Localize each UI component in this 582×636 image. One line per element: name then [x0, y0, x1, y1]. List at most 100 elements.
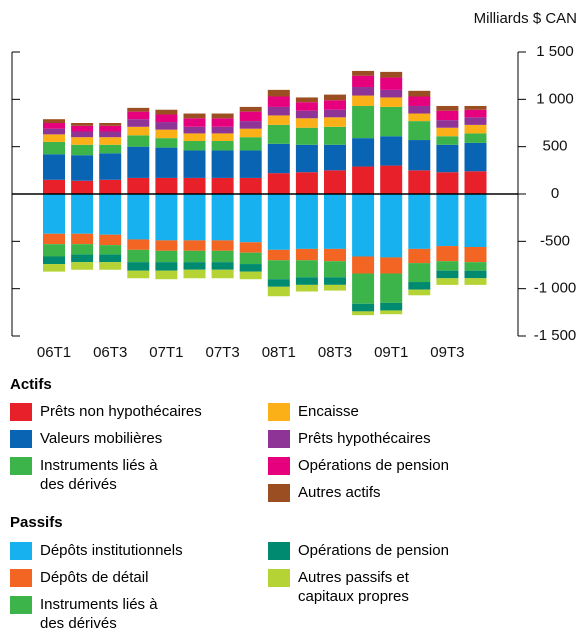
bar-segment	[211, 240, 234, 251]
bar-segment	[464, 194, 487, 248]
bar-segment	[71, 254, 94, 263]
bar-segment	[239, 128, 262, 138]
bar-segment	[267, 96, 290, 107]
y-axis-label: Milliards $ CAN	[474, 10, 577, 27]
bar-segment	[155, 129, 178, 139]
bar-segment	[183, 133, 206, 141]
bar-segment	[408, 263, 431, 283]
bar-segment	[295, 194, 318, 249]
bar-segment	[324, 117, 346, 127]
bar-segment	[436, 120, 459, 128]
bar-segment	[464, 133, 487, 143]
bar-segment	[380, 310, 403, 315]
bar-segment	[183, 150, 206, 178]
bar-segment	[211, 150, 234, 178]
bar-segment	[352, 303, 375, 312]
bar-segment	[436, 246, 459, 262]
bar-segment	[324, 94, 346, 101]
bar-segment	[380, 257, 403, 274]
bar-segment	[324, 284, 346, 291]
bar-segment	[239, 137, 262, 151]
bar-segment	[436, 270, 459, 279]
bar-segment	[352, 70, 375, 76]
bar-segment	[127, 111, 150, 120]
bar-segment	[211, 140, 234, 151]
bar-segment	[380, 273, 403, 303]
bar-segment	[464, 262, 487, 271]
bar-segment	[295, 127, 318, 145]
bar-segment	[211, 262, 234, 270]
bar-segment	[183, 140, 206, 151]
bar-segment	[127, 262, 150, 271]
bar-segment	[71, 244, 94, 255]
bar-segment	[183, 240, 206, 251]
bar-segment	[267, 260, 290, 280]
bar-segment	[99, 179, 122, 194]
bar-segment	[99, 137, 122, 145]
bar-segment	[324, 126, 346, 145]
x-tick-label: 08T1	[262, 344, 296, 361]
bar-segment	[324, 144, 346, 171]
bar-segment	[155, 109, 178, 115]
chart: Milliards $ CAN 1 500 1 000 500 0 -500 -1 000…	[11, 10, 577, 361]
bar-segment	[324, 194, 346, 249]
bar-segment	[239, 106, 262, 112]
bar-segment	[127, 239, 150, 250]
bar-segment	[408, 194, 431, 249]
bar-segment	[295, 248, 318, 261]
bar-segment	[352, 87, 375, 96]
bar-segment	[127, 194, 150, 240]
legend-heading: Actifs	[10, 376, 52, 393]
bar-segment	[71, 131, 94, 138]
bar-segment	[295, 284, 318, 292]
bar-segment	[211, 269, 234, 279]
bar-segment	[43, 256, 65, 265]
bar-segment	[267, 173, 290, 194]
bar-segment	[239, 271, 262, 280]
bar-segment	[43, 264, 65, 272]
bar-segment	[408, 140, 431, 171]
bar-segment	[436, 278, 459, 285]
bar-segment	[295, 118, 318, 128]
bar-segment	[352, 75, 375, 88]
bar-segment	[155, 240, 178, 251]
bar-segment	[99, 245, 122, 255]
bar-segment	[183, 118, 206, 127]
bar-segment	[380, 97, 403, 107]
x-tick-label: 08T3	[318, 344, 352, 361]
bar-segment	[71, 180, 94, 194]
bar-segment	[239, 194, 262, 243]
bar-segment	[99, 234, 122, 246]
bar-segment	[99, 194, 122, 235]
legend-swatch	[268, 542, 290, 560]
y-tick-label: 1 500	[536, 43, 574, 60]
bar-segment	[380, 89, 403, 98]
bar-segment	[267, 124, 290, 144]
bar-segment	[324, 170, 346, 194]
bar-segment	[408, 121, 431, 141]
bar-segment	[267, 286, 290, 297]
bar-segment	[155, 250, 178, 263]
bar-segment	[295, 260, 318, 278]
bar-segment	[352, 256, 375, 274]
bar-segment	[71, 123, 94, 126]
bar-segment	[352, 273, 375, 304]
bar-segment	[155, 114, 178, 123]
bar-segment	[183, 250, 206, 263]
legend-swatch	[268, 457, 290, 475]
bar-segment	[43, 128, 65, 135]
bar-segment	[324, 277, 346, 285]
legend-label: Valeurs mobilières	[40, 430, 163, 447]
bar-segment	[464, 142, 487, 172]
bar-segment	[352, 105, 375, 139]
bar-segment	[436, 172, 459, 194]
bar-segment	[408, 289, 431, 296]
bar-segment	[295, 110, 318, 119]
bar-segment	[408, 248, 431, 264]
bar-segment	[71, 194, 94, 234]
bar-segment	[380, 106, 403, 137]
bar-segment	[464, 117, 487, 125]
bar-segment	[295, 102, 318, 111]
bar-segment	[408, 170, 431, 194]
